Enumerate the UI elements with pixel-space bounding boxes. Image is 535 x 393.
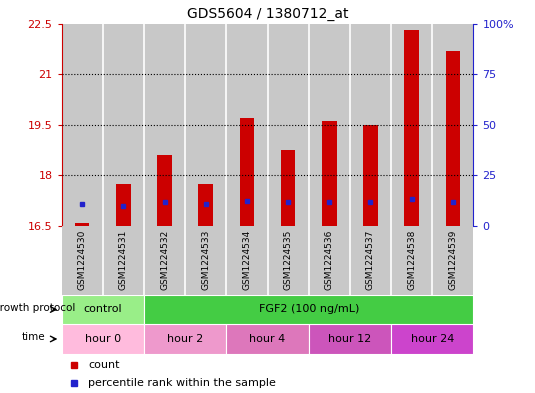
Bar bbox=[363, 125, 378, 226]
Bar bbox=[240, 118, 254, 226]
Bar bbox=[144, 324, 226, 354]
Text: count: count bbox=[88, 360, 120, 371]
Bar bbox=[75, 222, 89, 226]
Bar bbox=[198, 184, 213, 226]
Text: GSM1224539: GSM1224539 bbox=[448, 230, 457, 290]
Bar bbox=[226, 226, 268, 295]
Bar bbox=[62, 324, 144, 354]
Text: hour 24: hour 24 bbox=[410, 334, 454, 344]
Bar bbox=[185, 226, 226, 295]
Bar bbox=[226, 24, 268, 226]
Bar bbox=[432, 24, 473, 226]
Text: GSM1224531: GSM1224531 bbox=[119, 230, 128, 290]
Text: hour 4: hour 4 bbox=[249, 334, 286, 344]
Text: hour 12: hour 12 bbox=[328, 334, 371, 344]
Text: percentile rank within the sample: percentile rank within the sample bbox=[88, 378, 276, 388]
Text: control: control bbox=[83, 305, 122, 314]
Text: hour 0: hour 0 bbox=[85, 334, 121, 344]
Bar bbox=[281, 150, 295, 226]
Bar bbox=[391, 226, 432, 295]
Bar bbox=[404, 30, 419, 226]
Bar bbox=[309, 324, 391, 354]
Bar bbox=[185, 24, 226, 226]
Text: GSM1224533: GSM1224533 bbox=[201, 230, 210, 290]
Text: GSM1224537: GSM1224537 bbox=[366, 230, 375, 290]
Bar bbox=[103, 24, 144, 226]
Text: FGF2 (100 ng/mL): FGF2 (100 ng/mL) bbox=[258, 305, 359, 314]
Text: time: time bbox=[22, 332, 45, 342]
Bar bbox=[350, 24, 391, 226]
Bar bbox=[144, 226, 185, 295]
Bar bbox=[62, 226, 103, 295]
Title: GDS5604 / 1380712_at: GDS5604 / 1380712_at bbox=[187, 7, 348, 21]
Text: GSM1224534: GSM1224534 bbox=[242, 230, 251, 290]
Text: GSM1224535: GSM1224535 bbox=[284, 230, 293, 290]
Bar bbox=[391, 324, 473, 354]
Bar bbox=[144, 24, 185, 226]
Bar bbox=[350, 226, 391, 295]
Bar bbox=[157, 155, 172, 226]
Text: GSM1224538: GSM1224538 bbox=[407, 230, 416, 290]
Bar bbox=[268, 24, 309, 226]
Bar bbox=[309, 226, 350, 295]
Bar bbox=[116, 184, 131, 226]
Text: GSM1224530: GSM1224530 bbox=[78, 230, 87, 290]
Bar bbox=[62, 24, 103, 226]
Bar bbox=[446, 51, 460, 226]
Bar bbox=[309, 24, 350, 226]
Text: GSM1224532: GSM1224532 bbox=[160, 230, 169, 290]
Bar bbox=[226, 324, 309, 354]
Bar bbox=[62, 295, 144, 324]
Bar bbox=[103, 226, 144, 295]
Text: growth protocol: growth protocol bbox=[0, 303, 75, 313]
Bar bbox=[322, 121, 337, 226]
Text: GSM1224536: GSM1224536 bbox=[325, 230, 334, 290]
Bar bbox=[391, 24, 432, 226]
Bar bbox=[268, 226, 309, 295]
Bar bbox=[144, 295, 473, 324]
Text: hour 2: hour 2 bbox=[167, 334, 203, 344]
Bar bbox=[432, 226, 473, 295]
